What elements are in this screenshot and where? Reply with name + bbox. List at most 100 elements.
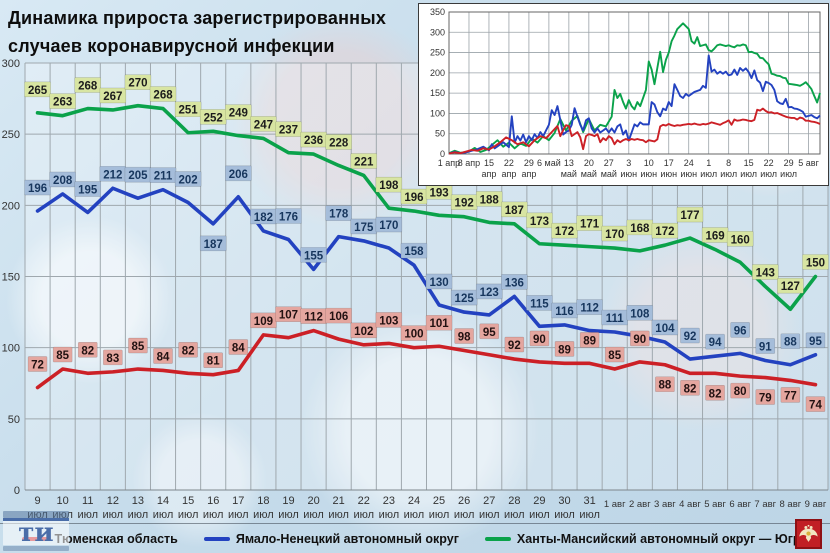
svg-text:112: 112	[580, 303, 599, 315]
svg-text:30: 30	[558, 495, 570, 507]
svg-text:2 авг: 2 авг	[629, 499, 651, 510]
svg-text:208: 208	[53, 175, 73, 187]
svg-text:143: 143	[756, 267, 775, 279]
svg-text:350: 350	[430, 7, 445, 17]
legend-swatch-icon	[203, 536, 230, 541]
svg-text:июл: июл	[228, 509, 249, 521]
legend-label: Ямало-Ненецкий автономный округ	[235, 531, 459, 546]
svg-text:249: 249	[229, 108, 248, 120]
svg-text:205: 205	[128, 170, 148, 182]
svg-text:1: 1	[706, 158, 711, 168]
svg-text:211: 211	[154, 171, 173, 183]
svg-text:22: 22	[764, 158, 774, 168]
svg-text:188: 188	[480, 194, 500, 206]
svg-text:29: 29	[533, 495, 545, 507]
svg-text:250: 250	[430, 48, 445, 58]
logo-caption-top	[3, 511, 69, 518]
svg-text:102: 102	[354, 326, 373, 338]
svg-text:160: 160	[731, 234, 750, 246]
svg-text:130: 130	[429, 277, 448, 289]
svg-text:июл: июл	[379, 509, 400, 521]
svg-text:июл: июл	[780, 169, 797, 179]
svg-text:24: 24	[684, 158, 694, 168]
svg-text:июл: июл	[529, 509, 550, 521]
inset-overview-chart-box: 0 50 100 150 200 250 300 350 1 апр 8 апр 15 апр 22 ап…	[418, 3, 829, 186]
title-line-2: случаев коронавирусной инфекции	[8, 36, 335, 56]
svg-text:14: 14	[157, 495, 169, 507]
svg-text:88: 88	[784, 337, 797, 349]
svg-text:107: 107	[279, 310, 298, 322]
inset-series-line	[448, 54, 821, 155]
svg-text:187: 187	[505, 205, 524, 217]
svg-text:173: 173	[530, 216, 549, 228]
svg-text:50: 50	[8, 414, 20, 426]
series-point-labels: 196 208 195 212 205 211 202 187 206 182 176 155 178 1…	[24, 165, 826, 354]
svg-text:июл: июл	[760, 169, 777, 179]
svg-text:171: 171	[580, 219, 600, 231]
svg-text:июл: июл	[278, 509, 299, 521]
svg-text:апр: апр	[482, 169, 497, 179]
svg-text:72: 72	[31, 360, 44, 372]
svg-text:88: 88	[658, 380, 671, 392]
svg-text:300: 300	[2, 58, 20, 70]
legend-label: Тюменская область	[54, 531, 178, 546]
svg-text:100: 100	[2, 343, 20, 355]
svg-text:237: 237	[279, 125, 298, 137]
page-title: Динамика прироста зарегистрированных слу…	[8, 4, 386, 60]
svg-text:268: 268	[78, 81, 98, 93]
svg-text:июл: июл	[203, 509, 224, 521]
svg-text:июл: июл	[253, 509, 274, 521]
svg-text:3: 3	[626, 158, 631, 168]
svg-text:150: 150	[430, 88, 445, 98]
svg-text:178: 178	[329, 209, 349, 221]
svg-text:июл: июл	[153, 509, 174, 521]
svg-text:5 авг: 5 авг	[704, 499, 726, 510]
svg-text:24: 24	[408, 495, 420, 507]
svg-text:265: 265	[28, 85, 48, 97]
svg-text:187: 187	[204, 239, 223, 251]
svg-text:18: 18	[257, 495, 269, 507]
svg-text:92: 92	[508, 340, 521, 352]
svg-text:91: 91	[759, 341, 772, 353]
series-line	[35, 103, 818, 312]
double-eagle-icon	[799, 524, 818, 542]
svg-text:81: 81	[207, 356, 220, 368]
svg-text:15: 15	[182, 495, 194, 507]
svg-text:82: 82	[182, 345, 195, 357]
svg-text:155: 155	[304, 250, 324, 262]
svg-text:28: 28	[508, 495, 520, 507]
svg-text:84: 84	[232, 342, 245, 354]
svg-text:3 авг: 3 авг	[654, 499, 676, 510]
svg-text:4 авг: 4 авг	[679, 499, 701, 510]
svg-text:12: 12	[107, 495, 119, 507]
legend-swatch-icon	[484, 536, 511, 541]
svg-text:17: 17	[232, 495, 244, 507]
svg-text:13: 13	[564, 158, 574, 168]
svg-text:84: 84	[157, 351, 170, 363]
svg-text:6 май: 6 май	[537, 158, 561, 168]
svg-text:июл: июл	[353, 509, 374, 521]
svg-text:193: 193	[429, 187, 448, 199]
svg-text:95: 95	[809, 336, 822, 348]
svg-text:172: 172	[655, 226, 674, 238]
svg-text:115: 115	[530, 298, 549, 310]
svg-text:май: май	[561, 169, 577, 179]
svg-text:0: 0	[14, 485, 20, 497]
svg-text:90: 90	[633, 334, 646, 346]
svg-text:176: 176	[279, 211, 298, 223]
svg-text:106: 106	[329, 311, 348, 323]
svg-text:236: 236	[304, 135, 323, 147]
svg-text:200: 200	[430, 68, 445, 78]
svg-text:6 авг: 6 авг	[729, 499, 751, 510]
svg-text:июл: июл	[504, 509, 525, 521]
svg-text:212: 212	[103, 169, 122, 181]
svg-text:июл: июл	[178, 509, 199, 521]
svg-text:июл: июл	[720, 169, 737, 179]
svg-text:26: 26	[458, 495, 470, 507]
svg-text:172: 172	[555, 226, 574, 238]
svg-text:10: 10	[57, 495, 69, 507]
svg-text:июл: июл	[479, 509, 500, 521]
svg-text:апр: апр	[501, 169, 516, 179]
